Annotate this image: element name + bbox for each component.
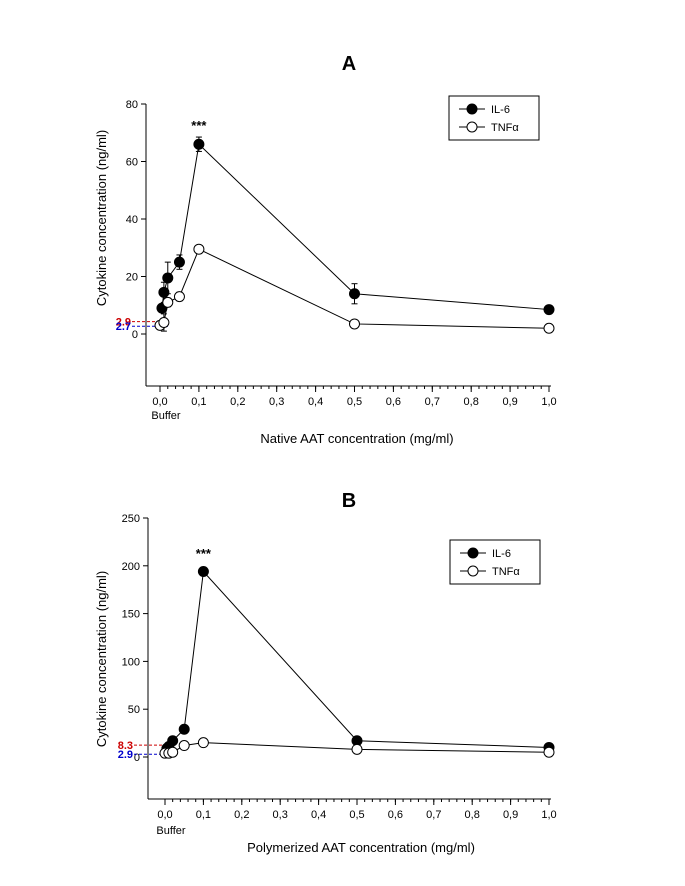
chart-panel-b: B Cytokine concentration (ng/ml) Polymer… xyxy=(94,490,557,855)
legend-marker-tnf-b xyxy=(467,565,479,577)
x-tick-label-b: 0,1 xyxy=(196,809,211,821)
x-tick-label-a: 0,9 xyxy=(502,396,517,408)
x-tick-label-b: 0,3 xyxy=(273,809,288,821)
y-tick-label-a: 40 xyxy=(126,214,138,226)
legend-label-il6-b: IL-6 xyxy=(492,548,511,560)
x-tick-label-a: 1,0 xyxy=(541,396,556,408)
y-tick-label-a: 60 xyxy=(126,157,138,169)
x-tick-label-b: 0,8 xyxy=(465,809,480,821)
data-point-tnf-b xyxy=(167,746,179,758)
legend-label-il6-a: IL-6 xyxy=(491,104,510,116)
chart-panel-a: A Cytokine concentration (ng/ml) Native … xyxy=(94,53,557,446)
x-tick-label-b: 0,2 xyxy=(234,809,249,821)
x-axis-label-b: Polymerized AAT concentration (mg/ml) xyxy=(247,840,475,855)
data-point-il6-b xyxy=(197,566,209,578)
x-tick-label-a: 0,8 xyxy=(464,396,479,408)
y-tick-label-a: 20 xyxy=(126,272,138,284)
legend-a: IL-6 TNFα xyxy=(448,95,540,141)
baseline-label-b: 2.9 xyxy=(118,749,133,761)
legend-marker-il6-a xyxy=(466,103,478,115)
data-point-il6-b xyxy=(167,735,179,747)
y-tick-label-b: 200 xyxy=(122,561,140,573)
legend-box-b xyxy=(449,539,541,585)
significance-annotation-a: *** xyxy=(191,118,207,133)
x-tick-label-b: 0,6 xyxy=(388,809,403,821)
data-point-tnf-a xyxy=(543,322,555,334)
y-tick-label-b: 100 xyxy=(122,656,140,668)
baseline-label-a: 2.9 xyxy=(116,317,131,329)
x-axis-label-a: Native AAT concentration (mg/ml) xyxy=(260,431,453,446)
data-point-tnf-a xyxy=(162,296,174,308)
y-tick-label-a: 0 xyxy=(132,329,138,341)
y-tick-label-b: 150 xyxy=(122,609,140,621)
x-tick-label-b: 0,7 xyxy=(426,809,441,821)
y-axis-label-b: Cytokine concentration (ng/ml) xyxy=(94,571,109,747)
buffer-label-b: Buffer xyxy=(156,825,185,837)
data-point-tnf-a xyxy=(193,243,205,255)
panel-label-b: B xyxy=(342,490,356,512)
data-point-il6-a xyxy=(173,256,185,268)
y-axis-label-a: Cytokine concentration (ng/ml) xyxy=(94,130,109,306)
x-tick-label-a: 0,4 xyxy=(308,396,323,408)
data-point-il6-a xyxy=(193,138,205,150)
baseline-label-b: 8.3 xyxy=(118,740,133,752)
x-tick-label-b: 0,5 xyxy=(349,809,364,821)
y-tick-label-b: 50 xyxy=(128,704,140,716)
x-tick-label-a: 0,7 xyxy=(425,396,440,408)
x-tick-label-a: 0,3 xyxy=(269,396,284,408)
data-point-tnf-b xyxy=(543,746,555,758)
x-tick-label-b: 1,0 xyxy=(541,809,556,821)
y-tick-label-a: 80 xyxy=(126,99,138,111)
x-tick-label-a: 0,0 xyxy=(152,396,167,408)
buffer-label-a: Buffer xyxy=(151,410,180,422)
legend-label-tnf-a: TNFα xyxy=(491,122,519,134)
data-point-tnf-a xyxy=(173,291,185,303)
legend-marker-tnf-a xyxy=(466,121,478,133)
x-tick-label-a: 0,1 xyxy=(191,396,206,408)
series-line-il6-a xyxy=(161,143,550,311)
series-line-il6-b xyxy=(166,570,550,749)
legend-label-tnf-b: TNFα xyxy=(492,566,520,578)
data-point-tnf-b xyxy=(178,740,190,752)
data-point-tnf-a xyxy=(158,317,170,328)
x-tick-label-a: 0,6 xyxy=(386,396,401,408)
y-tick-label-b: 0 xyxy=(134,752,140,764)
panel-label-a: A xyxy=(342,53,356,75)
legend-b: IL-6 TNFα xyxy=(449,539,541,585)
data-point-tnf-b xyxy=(351,743,363,755)
y-tick-label-b: 250 xyxy=(122,513,140,525)
data-point-il6-a xyxy=(349,288,360,300)
data-point-tnf-a xyxy=(349,318,360,330)
baseline-label-a: 2.7 xyxy=(116,321,131,333)
x-tick-label-a: 0,2 xyxy=(230,396,245,408)
data-point-il6-a xyxy=(543,304,555,316)
data-point-il6-b xyxy=(178,723,190,735)
legend-box-a xyxy=(448,95,540,141)
x-tick-label-b: 0,9 xyxy=(503,809,518,821)
x-tick-label-b: 0,0 xyxy=(157,809,172,821)
x-tick-label-b: 0,4 xyxy=(311,809,326,821)
x-tick-label-a: 0,5 xyxy=(347,396,362,408)
data-point-tnf-b xyxy=(197,737,209,749)
data-point-il6-a xyxy=(158,286,170,298)
significance-annotation-b: *** xyxy=(196,546,212,561)
data-point-il6-a xyxy=(162,272,174,284)
legend-marker-il6-b xyxy=(467,547,479,559)
